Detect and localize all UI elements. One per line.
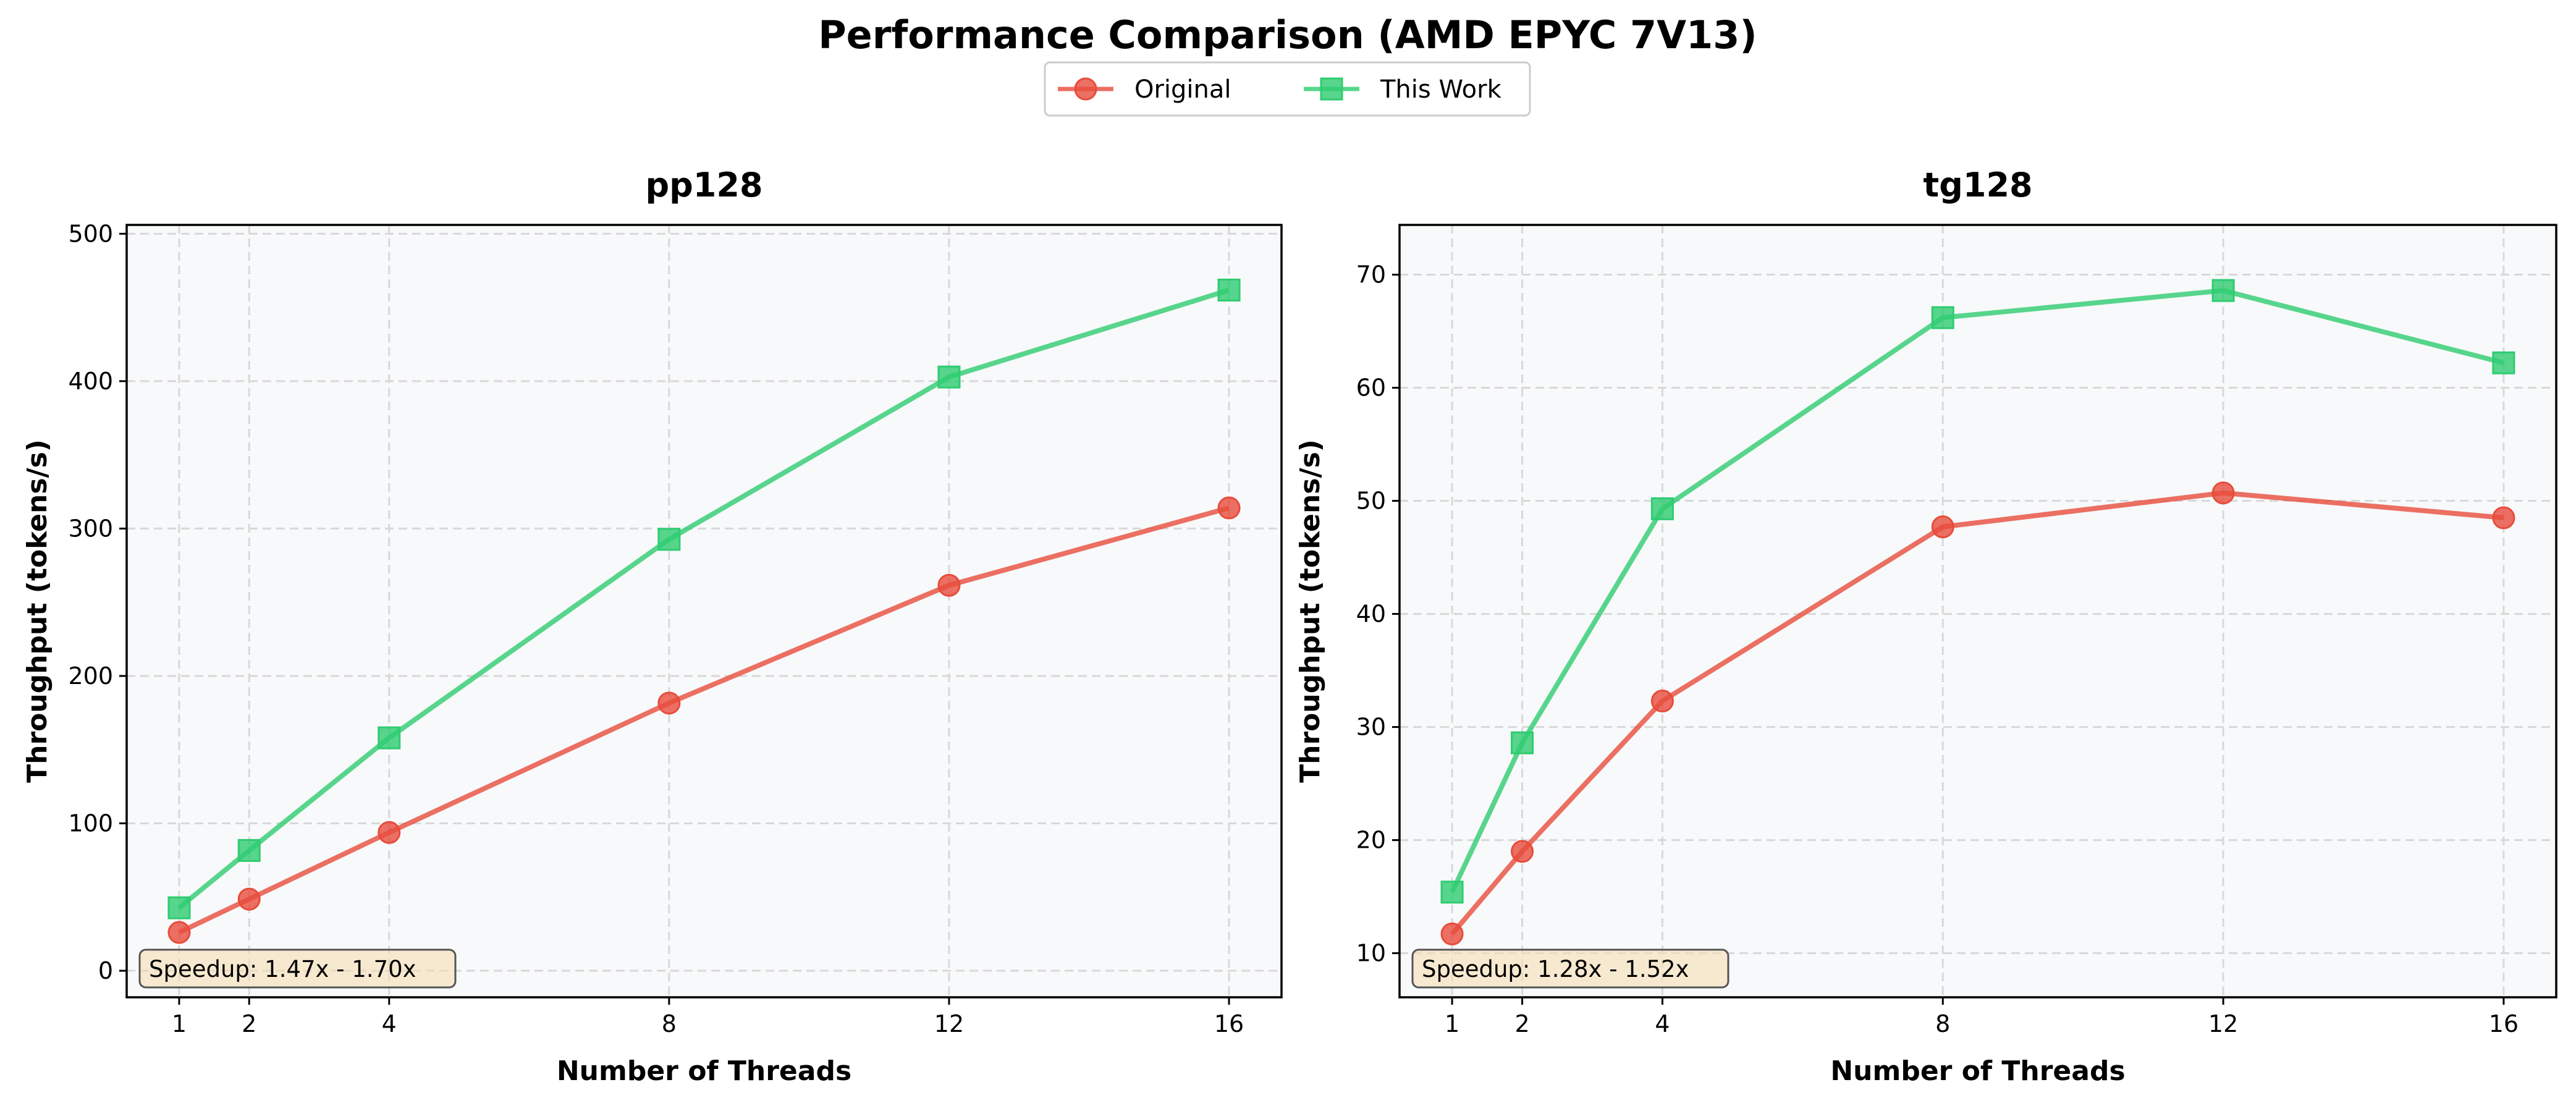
data-point-this-work xyxy=(657,528,681,551)
legend-marker-original xyxy=(1074,77,1097,101)
x-tick-label: 16 xyxy=(2489,1010,2519,1037)
y-axis-label: Throughput (tokens/s) xyxy=(22,439,53,783)
data-point-original xyxy=(2492,506,2515,530)
axes-frame xyxy=(125,224,1283,999)
x-axis-label: Number of Threads xyxy=(557,1055,851,1087)
y-tick-label: 30 xyxy=(1356,714,1386,741)
plot-area xyxy=(1400,225,2556,997)
series-line-this-work xyxy=(1450,288,2504,893)
data-point-original xyxy=(167,921,191,944)
y-tick-label: 40 xyxy=(1356,601,1386,628)
y-tick-label: 20 xyxy=(1356,827,1386,854)
data-point-original xyxy=(237,887,261,911)
series-line-original xyxy=(178,505,1230,935)
x-tick-label: 2 xyxy=(242,1010,256,1037)
legend-label-this-work: This Work xyxy=(1380,75,1502,104)
series-line-original xyxy=(1450,490,2504,936)
y-tick-label: 400 xyxy=(68,368,113,395)
x-tick-label: 2 xyxy=(1514,1010,1529,1037)
speedup-box xyxy=(1411,948,1729,989)
data-point-original xyxy=(2211,481,2235,505)
data-point-this-work xyxy=(1217,278,1241,302)
series-line-this-work xyxy=(177,287,1230,910)
data-point-this-work xyxy=(237,838,261,862)
chart-title: Performance Comparison (AMD EPYC 7V13) xyxy=(818,12,1757,57)
y-tick-label: 70 xyxy=(1356,261,1386,289)
data-point-this-work xyxy=(1440,881,1464,904)
data-point-this-work xyxy=(167,896,191,919)
data-point-original xyxy=(1511,840,1534,863)
x-tick-label: 4 xyxy=(382,1010,397,1037)
y-tick-label: 200 xyxy=(68,662,113,690)
data-point-original xyxy=(1931,515,1954,539)
y-tick-label: 50 xyxy=(1356,488,1386,515)
panel-title: pp128 xyxy=(645,166,762,205)
data-point-this-work xyxy=(2211,279,2235,302)
legend: Original This Work xyxy=(1044,61,1531,117)
legend-frame xyxy=(1044,61,1531,117)
plot-area xyxy=(127,225,1282,997)
data-point-this-work xyxy=(1650,497,1674,520)
speedup-annotation: Speedup: 1.28x - 1.52x xyxy=(1422,956,1689,982)
speedup-annotation: Speedup: 1.47x - 1.70x xyxy=(149,956,416,982)
y-tick-label: 10 xyxy=(1356,940,1386,967)
data-point-this-work xyxy=(937,365,961,389)
x-tick-label: 8 xyxy=(662,1010,677,1037)
x-axis-label: Number of Threads xyxy=(1830,1055,2125,1087)
data-point-this-work xyxy=(1511,731,1534,754)
y-tick-label: 500 xyxy=(68,220,113,247)
x-tick-label: 8 xyxy=(1935,1010,1950,1037)
data-point-original xyxy=(937,573,961,597)
axes-frame xyxy=(1398,224,2557,999)
data-point-original xyxy=(1217,496,1241,520)
x-tick-label: 16 xyxy=(1214,1010,1244,1037)
x-tick-label: 12 xyxy=(2208,1010,2238,1037)
x-tick-label: 4 xyxy=(1655,1010,1670,1037)
panel-title: tg128 xyxy=(1923,166,2032,205)
data-point-original xyxy=(657,691,681,715)
legend-label-original: Original xyxy=(1134,75,1231,104)
data-point-original xyxy=(1440,923,1464,946)
data-point-this-work xyxy=(378,726,401,750)
legend-marker-this-work xyxy=(1320,77,1343,101)
y-tick-label: 300 xyxy=(68,515,113,542)
y-tick-label: 60 xyxy=(1356,374,1386,402)
data-point-this-work xyxy=(1931,306,1954,329)
speedup-box xyxy=(138,948,457,989)
data-point-original xyxy=(1650,689,1674,712)
y-tick-label: 100 xyxy=(68,810,113,837)
x-tick-label: 12 xyxy=(934,1010,964,1037)
data-point-original xyxy=(378,821,401,844)
y-axis-label: Throughput (tokens/s) xyxy=(1294,439,1326,783)
data-point-this-work xyxy=(2492,351,2515,374)
x-tick-label: 1 xyxy=(1445,1010,1459,1037)
x-tick-label: 1 xyxy=(172,1010,187,1037)
y-tick-label: 0 xyxy=(98,957,113,984)
